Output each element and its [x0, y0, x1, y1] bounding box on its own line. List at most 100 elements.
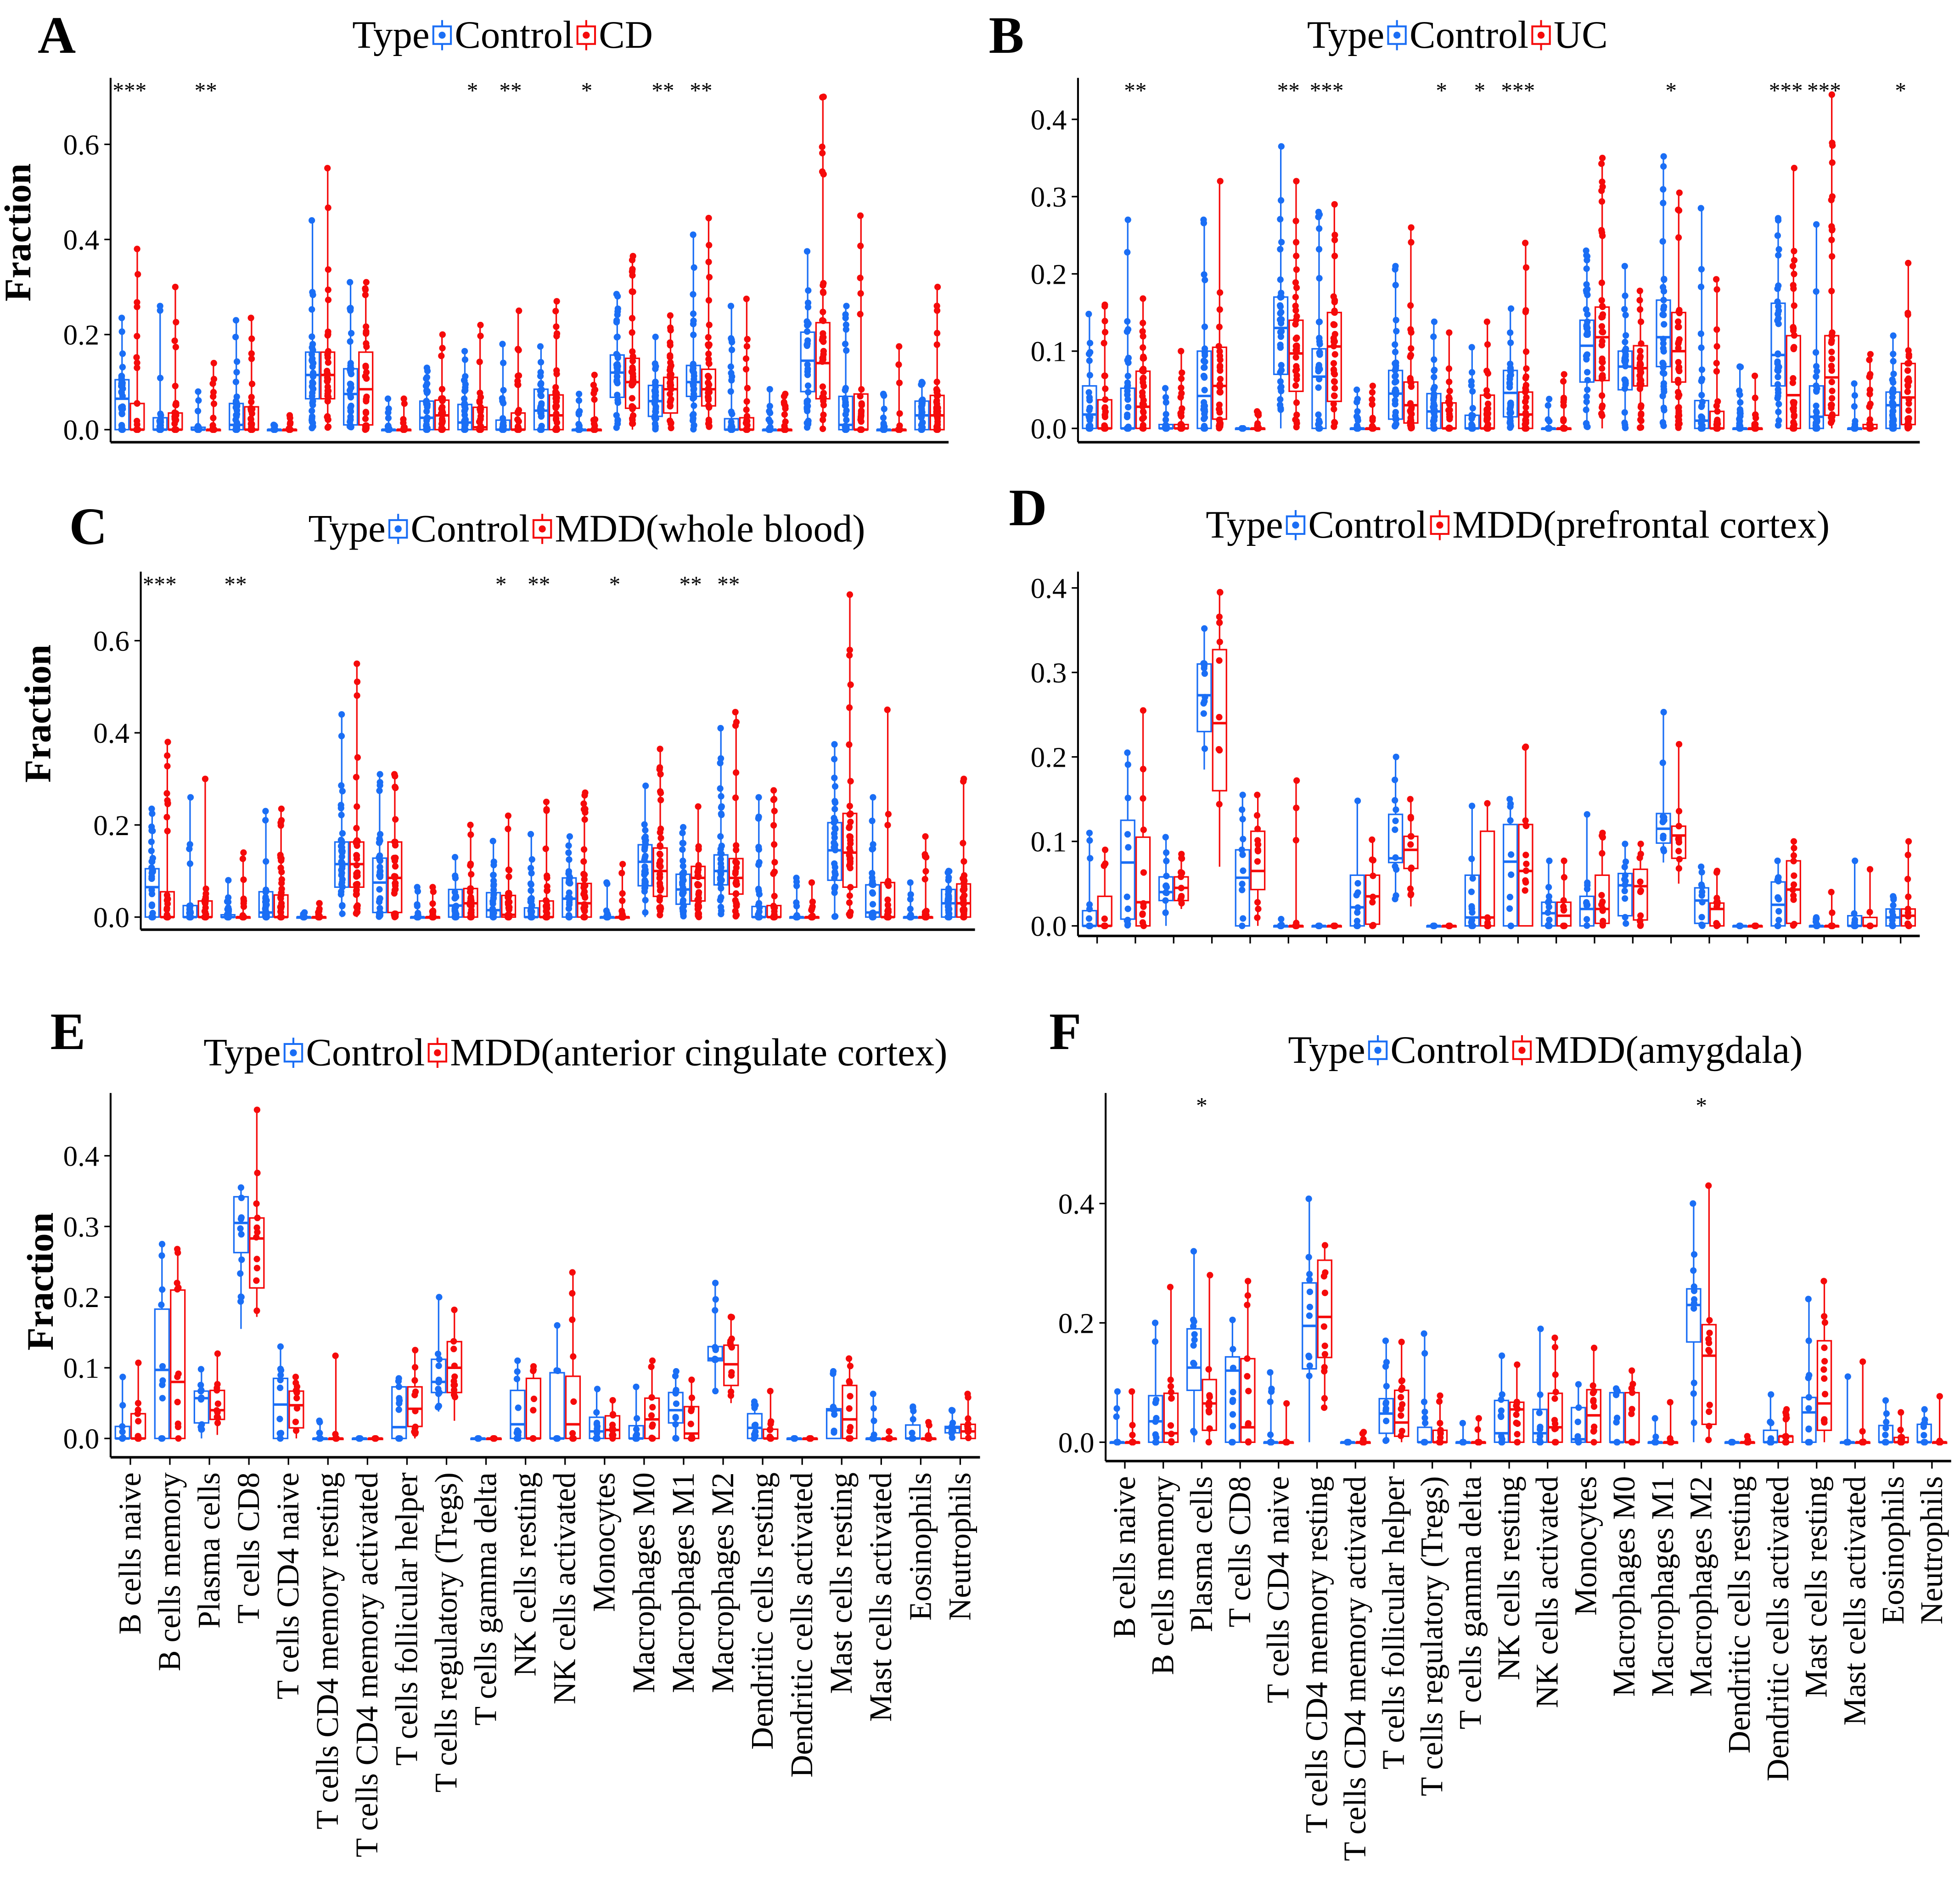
data-point	[945, 874, 952, 881]
data-point	[690, 231, 696, 238]
data-point	[1598, 279, 1605, 286]
data-point	[1140, 295, 1146, 302]
data-point	[490, 871, 497, 879]
data-point	[1483, 387, 1490, 394]
data-point	[363, 375, 370, 382]
data-point	[1139, 393, 1146, 400]
data-point	[1737, 364, 1744, 370]
data-point	[118, 373, 125, 380]
data-point	[232, 334, 239, 341]
box-case-14	[1633, 287, 1648, 431]
box-control-14	[675, 824, 691, 920]
data-point	[820, 309, 826, 315]
significance-marker: ***	[112, 78, 146, 103]
box-case-12	[614, 861, 630, 920]
data-point	[173, 400, 180, 407]
data-point	[1315, 213, 1322, 220]
data-point	[705, 334, 712, 341]
data-point	[907, 896, 914, 903]
data-point	[1661, 407, 1668, 414]
data-point	[1829, 159, 1836, 166]
box-iqr	[1786, 335, 1801, 429]
legend-key-dot	[394, 525, 402, 533]
data-point	[1829, 142, 1836, 149]
data-point	[1584, 351, 1590, 358]
data-point	[1714, 421, 1721, 427]
data-point	[1216, 348, 1223, 355]
data-point	[1201, 364, 1207, 371]
significance-marker: ***	[1769, 78, 1803, 103]
data-point	[172, 382, 179, 389]
data-point	[717, 850, 724, 857]
data-point	[1278, 367, 1285, 374]
data-point	[286, 415, 293, 421]
data-point	[1392, 348, 1399, 355]
data-point	[1469, 388, 1476, 395]
box-control-4	[267, 421, 282, 433]
box-iqr	[1808, 385, 1824, 429]
data-point	[705, 379, 712, 386]
data-point	[467, 831, 474, 838]
data-point	[1775, 307, 1782, 314]
data-point	[133, 354, 140, 361]
significance-marker: **	[1124, 78, 1146, 103]
data-point	[247, 405, 254, 412]
data-point	[1697, 205, 1704, 212]
data-point	[376, 771, 383, 778]
data-point	[1775, 422, 1782, 429]
data-point	[1638, 417, 1645, 424]
data-point	[476, 359, 483, 365]
data-point	[339, 788, 346, 795]
data-point	[1277, 216, 1284, 223]
data-point	[439, 345, 446, 352]
data-point	[1316, 349, 1323, 356]
box-case-20	[1862, 351, 1878, 432]
data-point	[575, 409, 582, 416]
data-point	[619, 897, 626, 904]
box-case-7	[425, 884, 441, 920]
data-point	[1178, 348, 1185, 354]
data-point	[1867, 351, 1874, 358]
data-point	[195, 397, 202, 404]
data-point	[819, 143, 826, 150]
data-point	[1659, 238, 1666, 245]
data-point	[490, 891, 497, 898]
data-point	[705, 214, 712, 222]
data-point	[1813, 424, 1820, 431]
data-point	[755, 846, 763, 853]
data-point	[591, 396, 598, 403]
box-iqr	[472, 406, 488, 431]
data-point	[766, 408, 773, 415]
data-point	[1774, 317, 1781, 324]
data-point	[376, 913, 382, 920]
data-point	[1331, 236, 1338, 243]
data-point	[695, 912, 702, 919]
data-point	[1201, 403, 1208, 410]
data-point	[500, 359, 507, 366]
data-point	[743, 406, 750, 413]
data-point	[247, 416, 254, 423]
legend-key-dot	[1537, 31, 1545, 39]
data-point	[324, 350, 331, 357]
data-point	[732, 870, 739, 877]
data-point	[843, 347, 850, 354]
box-case-2	[236, 849, 251, 920]
data-point	[338, 844, 345, 851]
data-point	[392, 783, 399, 791]
data-point	[1775, 389, 1782, 396]
data-point	[591, 371, 598, 378]
y-tick-label: 0.0	[1031, 413, 1067, 445]
box-case-0	[129, 246, 145, 433]
box-control-16	[1694, 205, 1709, 432]
data-point	[1085, 350, 1093, 358]
data-point	[566, 833, 573, 840]
data-point	[1659, 419, 1667, 426]
box-case-12	[586, 371, 602, 433]
data-point	[248, 355, 255, 362]
data-point	[1560, 416, 1567, 423]
data-point	[163, 814, 170, 820]
data-point	[896, 410, 903, 417]
data-point	[1828, 348, 1835, 355]
data-point	[1697, 283, 1705, 290]
significance-marker: **	[1277, 78, 1300, 103]
